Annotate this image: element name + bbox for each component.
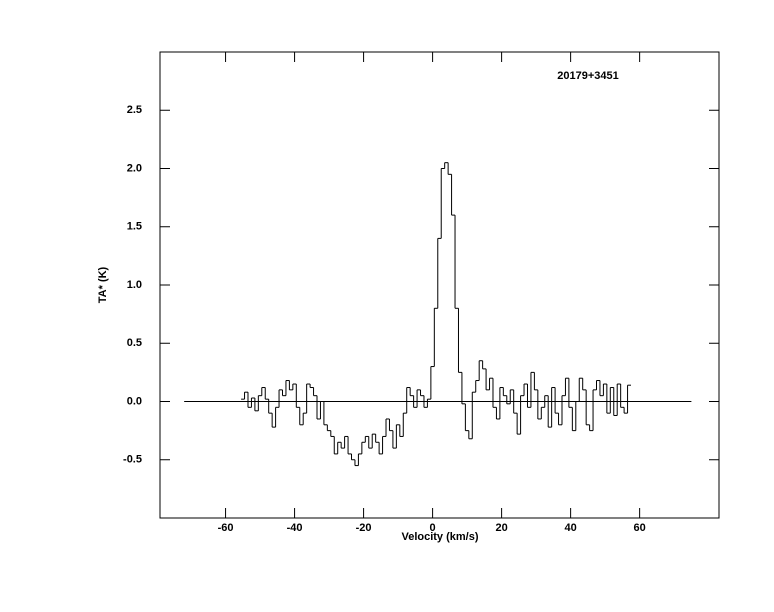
x-tick-label: 40 <box>564 522 576 534</box>
annotation: 20179+3451 <box>557 70 618 82</box>
x-tick-label: -20 <box>356 522 372 534</box>
y-axis-label: TA* (K) <box>97 266 109 303</box>
y-tick-label: 1.5 <box>127 221 142 233</box>
step-connectors <box>244 162 629 466</box>
y-tick-label: 2.5 <box>127 104 142 116</box>
plot-frame <box>159 51 720 519</box>
y-tick-label: 0.5 <box>127 337 142 349</box>
y-tick-label: -0.5 <box>123 454 142 466</box>
x-tick-label: -60 <box>218 522 234 534</box>
x-tick-label: 60 <box>634 522 646 534</box>
y-tick-label: 0.0 <box>127 395 142 407</box>
x-tick-label: 0 <box>430 522 436 534</box>
y-tick-label: 1.0 <box>127 279 142 291</box>
x-tick-label: -40 <box>287 522 303 534</box>
x-tick-label: 20 <box>495 522 507 534</box>
y-tick-label: 2.0 <box>127 162 142 174</box>
x-axis-label: Velocity (km/s) <box>401 531 478 543</box>
